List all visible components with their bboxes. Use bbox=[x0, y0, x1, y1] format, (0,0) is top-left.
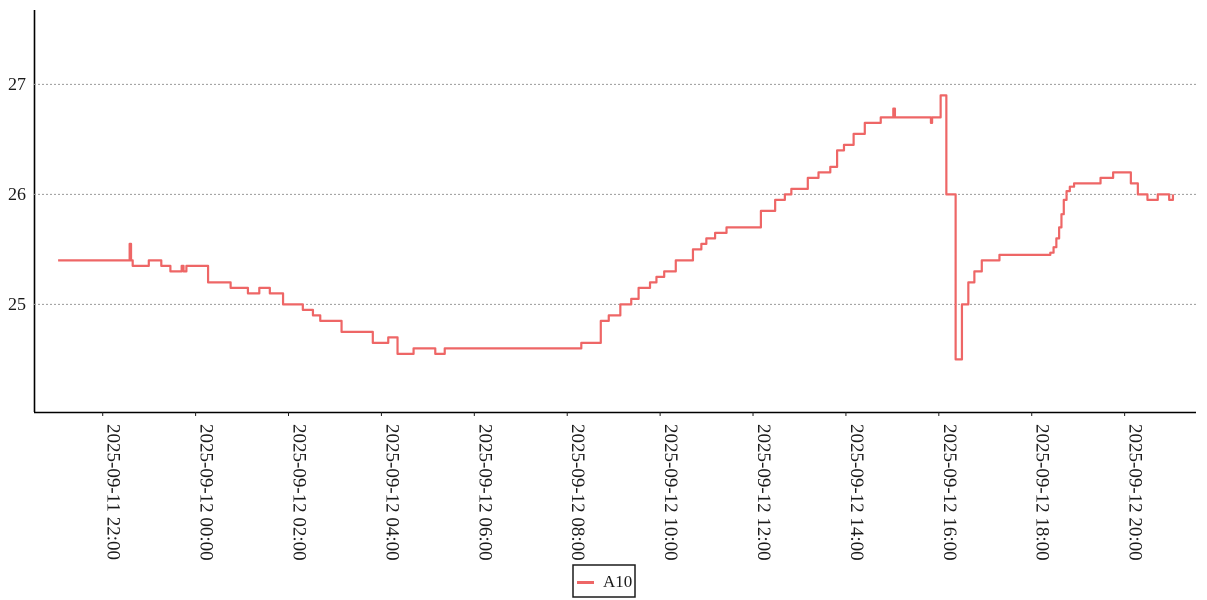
svg-text:2025-09-12 16:00: 2025-09-12 16:00 bbox=[939, 424, 960, 561]
svg-text:2025-09-11 22:00: 2025-09-11 22:00 bbox=[103, 424, 124, 560]
svg-text:25: 25 bbox=[8, 294, 26, 314]
svg-text:2025-09-12 02:00: 2025-09-12 02:00 bbox=[289, 424, 310, 561]
svg-text:2025-09-12 04:00: 2025-09-12 04:00 bbox=[381, 424, 402, 561]
svg-text:2025-09-12 18:00: 2025-09-12 18:00 bbox=[1032, 424, 1053, 561]
svg-text:2025-09-12 00:00: 2025-09-12 00:00 bbox=[196, 424, 217, 561]
svg-text:2025-09-12 12:00: 2025-09-12 12:00 bbox=[753, 424, 774, 561]
svg-text:2025-09-12 08:00: 2025-09-12 08:00 bbox=[567, 424, 588, 561]
svg-text:26: 26 bbox=[8, 184, 26, 204]
svg-text:2025-09-12 10:00: 2025-09-12 10:00 bbox=[660, 424, 681, 561]
svg-text:27: 27 bbox=[8, 74, 26, 94]
svg-text:A10: A10 bbox=[603, 572, 632, 591]
svg-text:2025-09-12 20:00: 2025-09-12 20:00 bbox=[1125, 424, 1146, 561]
svg-text:2025-09-12 06:00: 2025-09-12 06:00 bbox=[474, 424, 495, 561]
svg-text:2025-09-12 14:00: 2025-09-12 14:00 bbox=[846, 424, 867, 561]
